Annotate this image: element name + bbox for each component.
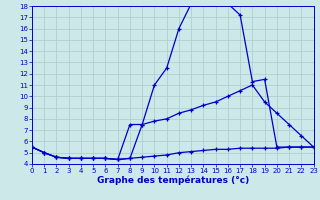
X-axis label: Graphe des températures (°c): Graphe des températures (°c) — [97, 176, 249, 185]
